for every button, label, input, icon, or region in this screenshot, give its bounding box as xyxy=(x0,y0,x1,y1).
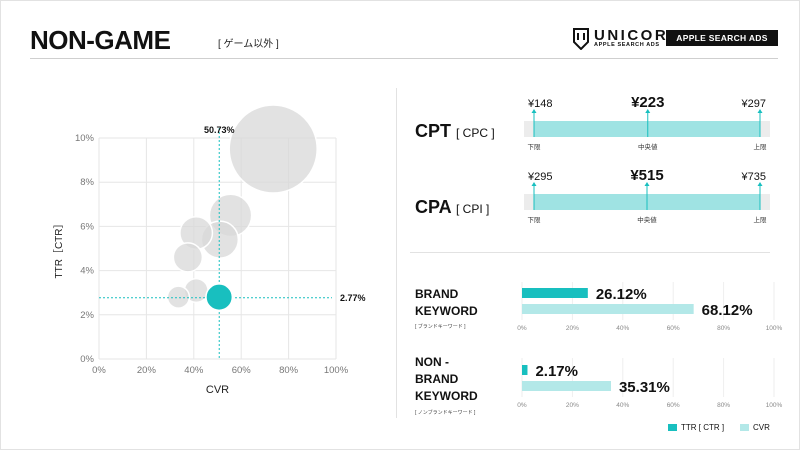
bubble xyxy=(228,104,318,194)
y-tick-label: 0% xyxy=(80,354,94,365)
cvr-bar xyxy=(522,304,694,314)
reference-x-label: 50.73% xyxy=(204,125,235,135)
cvr-bar-value: 68.12% xyxy=(702,302,753,319)
y-tick-label: 2% xyxy=(80,310,94,321)
cpa-label: CPA [ CPI ] xyxy=(415,197,489,218)
range-fill xyxy=(534,121,760,137)
legend-ttr: TTR [ CTR ] xyxy=(668,422,724,432)
bar-tick-label: 40% xyxy=(616,325,629,332)
range-marker-arrow-icon xyxy=(757,109,763,113)
legend-label-cvr: CVR xyxy=(753,422,770,432)
range-max-value: ¥735 xyxy=(741,171,766,183)
range-lower-caption: 下限 xyxy=(528,142,542,151)
range-median-caption: 中央値 xyxy=(638,142,658,151)
bar-tick-label: 20% xyxy=(566,325,579,332)
y-axis-title: TTR［CTR］ xyxy=(53,219,65,279)
page-title: NON-GAME xyxy=(30,25,171,55)
bubble xyxy=(166,285,191,309)
x-tick-label: 20% xyxy=(137,365,157,376)
range-median-value: ¥223 xyxy=(631,94,664,111)
ttr-bar-value: 2.17% xyxy=(535,363,578,380)
bar-tick-label: 60% xyxy=(667,402,680,409)
x-tick-label: 40% xyxy=(184,365,204,376)
highlight-bubble xyxy=(205,283,234,312)
y-tick-label: 6% xyxy=(80,221,94,232)
bar-tick-label: 60% xyxy=(667,325,680,332)
x-tick-label: 80% xyxy=(279,365,299,376)
y-tick-label: 4% xyxy=(80,266,94,277)
cvr-bar-value: 35.31% xyxy=(619,379,670,396)
legend-label-ttr: TTR [ CTR ] xyxy=(681,422,725,432)
logo-subtitle: APPLE SEARCH ADS xyxy=(594,42,660,48)
range-marker-arrow-icon xyxy=(531,182,537,186)
bubble-chart: 0% 20% 40% 60% 80% 100% 0% 2% 4% 6% 8% 10% CVR TTR［CT… xyxy=(53,104,366,396)
bar-tick-label: 80% xyxy=(717,325,730,332)
range-marker-arrow-icon xyxy=(757,182,763,186)
cpt-label: CPT [ CPC ] xyxy=(415,121,495,142)
bar-tick-label: 0% xyxy=(517,325,527,332)
non-brand-keyword-label: NON - BRAND KEYWORD xyxy=(415,354,478,405)
logo-badge: APPLE SEARCH ADS xyxy=(666,30,778,46)
bubble xyxy=(172,242,204,273)
legend-swatch-cvr xyxy=(740,423,749,431)
range-marker-arrow-icon xyxy=(644,182,650,186)
y-tick-label: 10% xyxy=(75,133,95,144)
bar-tick-label: 80% xyxy=(717,402,730,409)
cpt-label-sub: [ CPC ] xyxy=(456,126,495,140)
bar-tick-label: 100% xyxy=(766,402,783,409)
x-tick-label: 100% xyxy=(324,365,349,376)
range-lower-caption: 下限 xyxy=(528,215,542,224)
x-tick-label: 0% xyxy=(92,365,106,376)
horizontal-divider xyxy=(410,252,770,253)
non-brand-keyword-sub: [ ノンブランドキーワード ] xyxy=(415,410,476,416)
brand-keyword-sub: [ ブランドキーワード ] xyxy=(415,324,466,330)
brand-keyword-label: BRAND KEYWORD xyxy=(415,286,478,320)
header-rule xyxy=(30,58,778,59)
bar-tick-label: 100% xyxy=(766,325,783,332)
range-upper-caption: 上限 xyxy=(754,142,768,151)
ttr-bar xyxy=(522,365,528,375)
legend-swatch-ttr xyxy=(668,423,677,431)
bar-tick-label: 20% xyxy=(566,402,579,409)
bar-tick-label: 40% xyxy=(616,402,629,409)
non-brand-label-line: BRAND xyxy=(415,372,459,386)
ttr-bar-value: 26.12% xyxy=(596,286,647,303)
vertical-divider xyxy=(396,88,397,418)
cvr-bar xyxy=(522,381,611,391)
unicorn-logo: UNICORN APPLE SEARCH ADS APPLE SEARCH AD… xyxy=(572,27,778,51)
page-subtitle: [ ゲーム以外 ] xyxy=(218,39,279,50)
brand-label-line: KEYWORD xyxy=(415,304,478,318)
cpa-label-main: CPA xyxy=(415,197,451,217)
x-tick-label: 60% xyxy=(232,365,252,376)
range-upper-caption: 上限 xyxy=(754,215,768,224)
x-axis-title: CVR xyxy=(206,384,229,396)
range-marker-arrow-icon xyxy=(645,109,651,113)
range-marker-arrow-icon xyxy=(531,109,537,113)
range-median-caption: 中央値 xyxy=(637,215,657,224)
non-brand-label-line: NON - xyxy=(415,355,449,369)
legend-cvr: CVR xyxy=(740,422,770,432)
range-min-value: ¥295 xyxy=(527,171,552,183)
cpa-label-sub: [ CPI ] xyxy=(456,202,490,216)
y-tick-label: 8% xyxy=(80,177,94,188)
brand-label-line: BRAND xyxy=(415,287,459,301)
cpt-label-main: CPT xyxy=(415,121,451,141)
range-max-value: ¥297 xyxy=(741,98,766,110)
range-median-value: ¥515 xyxy=(630,167,663,184)
ttr-bar xyxy=(522,288,588,298)
range-min-value: ¥148 xyxy=(527,98,552,110)
reference-y-label: 2.77% xyxy=(340,293,366,303)
logo-name: UNICORN xyxy=(594,27,682,44)
bar-tick-label: 0% xyxy=(517,402,527,409)
non-brand-label-line: KEYWORD xyxy=(415,389,478,403)
unicorn-logo-icon xyxy=(573,28,589,50)
